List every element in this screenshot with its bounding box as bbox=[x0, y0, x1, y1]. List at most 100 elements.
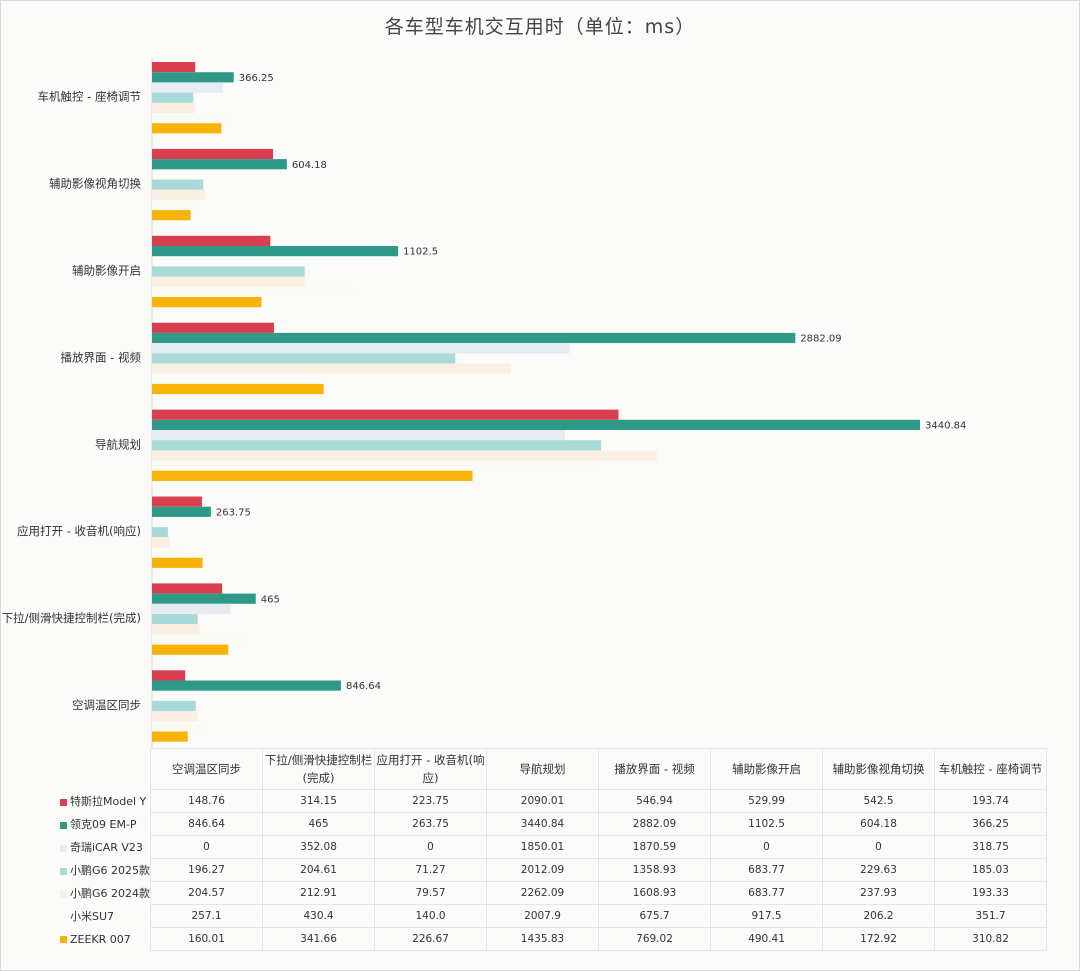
bar-0-4 bbox=[152, 102, 196, 113]
bar-2-5 bbox=[152, 286, 357, 297]
table-cell: 196.27 bbox=[150, 858, 264, 882]
bar-7-4 bbox=[152, 711, 198, 722]
table-cell: 430.4 bbox=[262, 904, 376, 928]
table-cell: 172.92 bbox=[822, 927, 936, 951]
table-header-row: 空调温区同步 下拉/侧滑快捷控制栏(完成) 应用打开 - 收音机(响应) 导航规划 播放… bbox=[60, 748, 1048, 790]
table-cell: 314.15 bbox=[262, 789, 376, 813]
table-column-header: 应用打开 - 收音机(响应) bbox=[374, 748, 488, 790]
table-cell: 223.75 bbox=[374, 789, 488, 813]
legend-entry: ZEEKR 007 bbox=[60, 928, 151, 951]
table-cell: 0 bbox=[822, 835, 936, 859]
data-label: 366.25 bbox=[239, 73, 274, 84]
bar-2-3 bbox=[152, 266, 305, 277]
table-column-header: 车机触控 - 座椅调节 bbox=[934, 748, 1048, 790]
data-label: 3440.84 bbox=[925, 421, 966, 432]
bar-1-1 bbox=[152, 159, 287, 170]
category-label: 播放界面 - 视频 bbox=[61, 350, 142, 364]
bar-1-4 bbox=[152, 189, 206, 200]
bar-4-3 bbox=[152, 440, 602, 451]
bar-1-3 bbox=[152, 179, 204, 190]
table-cell: 257.1 bbox=[150, 904, 264, 928]
table-cell: 71.27 bbox=[374, 858, 488, 882]
table-row: 小鹏G6 2025款 196.27 204.61 71.27 2012.09 1358.9… bbox=[60, 858, 1048, 882]
table-cell: 0 bbox=[710, 835, 824, 859]
table-cell: 193.33 bbox=[934, 881, 1048, 905]
bar-3-6 bbox=[152, 383, 324, 395]
legend-entry: 领克09 EM-P bbox=[60, 813, 151, 836]
bar-4-2 bbox=[152, 430, 565, 441]
table-cell: 2882.09 bbox=[598, 812, 712, 836]
bar-4-5 bbox=[152, 460, 601, 471]
legend-swatch-icon bbox=[60, 936, 67, 943]
bar-5-0 bbox=[152, 496, 202, 507]
category-label: 辅助影像开启 bbox=[72, 264, 141, 278]
data-label: 604.18 bbox=[292, 160, 327, 171]
table-column-header: 空调温区同步 bbox=[150, 748, 264, 790]
table-cell: 1870.59 bbox=[598, 835, 712, 859]
table-corner bbox=[60, 749, 151, 790]
bar-4-1 bbox=[152, 419, 920, 430]
table-cell: 846.64 bbox=[150, 812, 264, 836]
bar-2-6 bbox=[152, 297, 262, 308]
table-cell: 212.91 bbox=[262, 881, 376, 905]
category-label: 下拉/侧滑快捷控制栏(完成) bbox=[2, 611, 141, 625]
bar-1-5 bbox=[152, 199, 199, 211]
bar-4-6 bbox=[152, 470, 473, 481]
table-cell: 310.82 bbox=[934, 927, 1048, 951]
bar-4-0 bbox=[152, 409, 619, 420]
table-cell: 204.61 bbox=[262, 858, 376, 882]
legend-entry: 特斯拉Model Y bbox=[60, 790, 151, 813]
table-row: 特斯拉Model Y 148.76 314.15 223.75 2090.01 546.9… bbox=[60, 789, 1048, 813]
table-cell: 229.63 bbox=[822, 858, 936, 882]
bar-3-0 bbox=[152, 322, 275, 333]
bar-3-3 bbox=[152, 353, 456, 364]
bar-7-1 bbox=[152, 680, 341, 691]
bar-3-2 bbox=[152, 343, 570, 354]
table-cell: 769.02 bbox=[598, 927, 712, 951]
table-cell: 0 bbox=[150, 835, 264, 859]
table-cell: 193.74 bbox=[934, 789, 1048, 813]
bar-6-6 bbox=[152, 644, 229, 655]
table-cell: 542.5 bbox=[822, 789, 936, 813]
bar-6-4 bbox=[152, 624, 200, 635]
legend-swatch-icon bbox=[60, 914, 67, 921]
bar-6-2 bbox=[152, 603, 231, 614]
table-column-header: 导航规划 bbox=[486, 748, 600, 790]
table-column-header: 辅助影像视角切换 bbox=[822, 748, 936, 790]
bar-3-4 bbox=[152, 363, 512, 374]
table-cell: 148.76 bbox=[150, 789, 264, 813]
bar-6-5 bbox=[152, 634, 249, 645]
bar-0-2 bbox=[152, 82, 224, 93]
table-cell: 546.94 bbox=[598, 789, 712, 813]
bar-5-5 bbox=[152, 547, 184, 558]
legend-label: 特斯拉Model Y bbox=[70, 795, 147, 808]
table-cell: 352.08 bbox=[262, 835, 376, 859]
table-cell: 683.77 bbox=[710, 881, 824, 905]
table-body: 特斯拉Model Y 148.76 314.15 223.75 2090.01 546.9… bbox=[60, 789, 1048, 951]
legend-label: 小鹏G6 2024款 bbox=[70, 887, 151, 900]
table-cell: 529.99 bbox=[710, 789, 824, 813]
bar-5-3 bbox=[152, 527, 168, 538]
table-cell: 140.0 bbox=[374, 904, 488, 928]
legend-swatch-icon bbox=[60, 821, 67, 829]
bar-2-4 bbox=[152, 276, 305, 287]
bar-6-0 bbox=[152, 583, 223, 594]
table-cell: 490.41 bbox=[710, 927, 824, 951]
legend-entry: 小鹏G6 2024款 bbox=[60, 882, 151, 905]
legend-label: 奇瑞iCAR V23 bbox=[70, 841, 143, 854]
bar-7-0 bbox=[152, 670, 186, 681]
table-cell: 675.7 bbox=[598, 904, 712, 928]
table-row: 小鹏G6 2024款 204.57 212.91 79.57 2262.09 1608.9… bbox=[60, 881, 1048, 905]
table-column-header: 播放界面 - 视频 bbox=[598, 748, 712, 790]
data-label: 465 bbox=[261, 594, 280, 605]
table-cell: 2012.09 bbox=[486, 858, 600, 882]
table-row: ZEEKR 007 160.01 341.66 226.67 1435.83 769.02… bbox=[60, 927, 1048, 951]
category-label: 空调温区同步 bbox=[72, 698, 141, 712]
bar-1-0 bbox=[152, 148, 274, 160]
table-cell: 683.77 bbox=[710, 858, 824, 882]
table-column-header: 下拉/侧滑快捷控制栏(完成) bbox=[262, 748, 376, 790]
table-cell: 206.2 bbox=[822, 904, 936, 928]
bar-5-4 bbox=[152, 537, 170, 548]
bar-6-3 bbox=[152, 614, 198, 625]
bar-5-6 bbox=[152, 557, 203, 568]
